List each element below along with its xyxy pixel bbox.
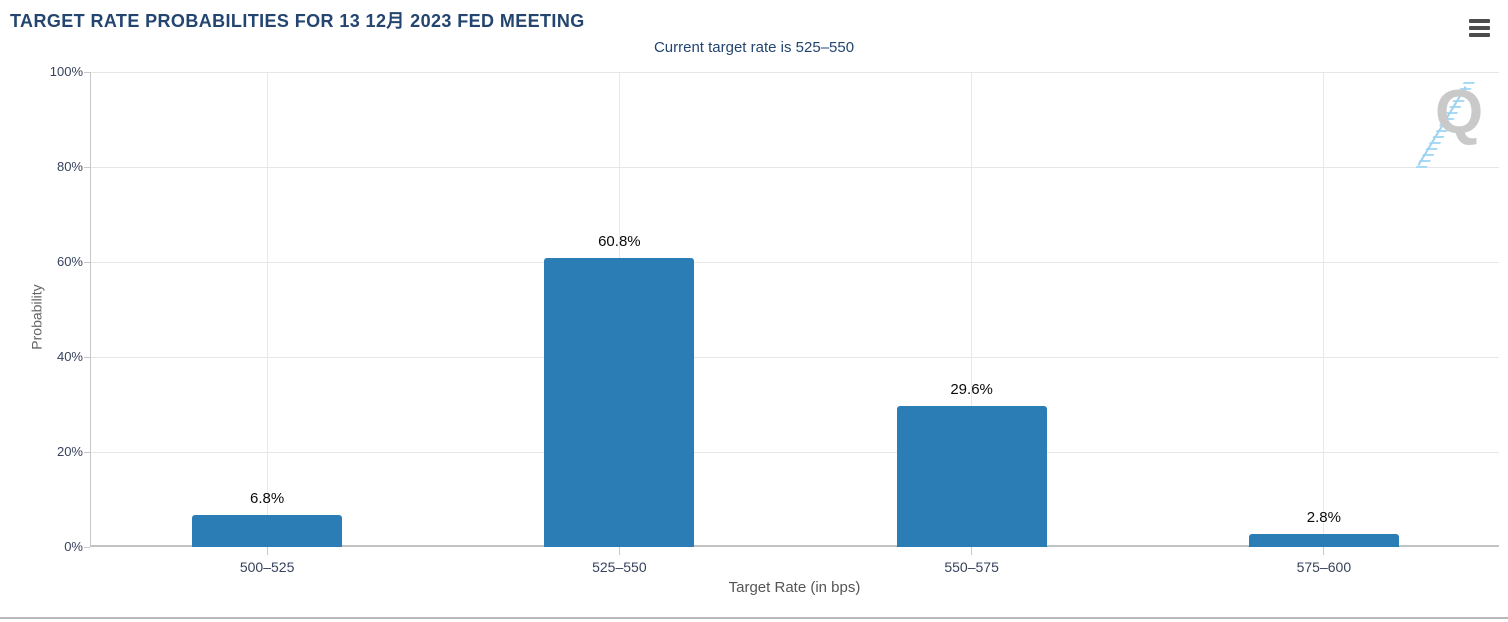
probability-bar[interactable]	[544, 258, 695, 547]
bar-value-label: 2.8%	[1306, 508, 1341, 526]
y-tick-label: 60%	[56, 254, 83, 269]
bar-value-label: 29.6%	[950, 381, 993, 399]
x-tick-mark	[971, 547, 973, 555]
hamburger-bar	[1469, 33, 1490, 37]
hamburger-bar	[1469, 26, 1490, 30]
x-axis-title: Target Rate (in bps)	[728, 579, 861, 596]
bottom-divider	[0, 617, 1508, 619]
y-gridline	[91, 262, 1499, 263]
bar-value-label: 6.8%	[250, 489, 285, 507]
chart-subtitle: Current target rate is 525–550	[653, 39, 855, 56]
hamburger-bar	[1469, 19, 1490, 23]
y-tick-mark	[84, 546, 90, 548]
y-gridline	[91, 357, 1499, 358]
y-tick-mark	[84, 261, 90, 263]
x-gridline	[266, 72, 268, 545]
y-gridline	[91, 72, 1499, 73]
bar-value-label: 60.8%	[598, 233, 641, 251]
x-tick-mark	[1323, 547, 1325, 555]
y-tick-label: 0%	[64, 539, 83, 554]
y-tick-label: 40%	[56, 349, 83, 364]
hamburger-icon[interactable]	[1469, 19, 1491, 38]
x-gridline	[1323, 72, 1325, 545]
x-tick-mark	[266, 547, 268, 555]
x-tick-label: 575–600	[1296, 559, 1352, 575]
y-axis-title: Probability	[28, 284, 45, 350]
chart-title: TARGET RATE PROBABILITIES FOR 13 12月 202…	[10, 11, 585, 31]
y-tick-label: 100%	[49, 64, 83, 79]
y-tick-mark	[84, 356, 90, 358]
x-tick-label: 550–575	[944, 559, 999, 575]
x-tick-label: 500–525	[239, 559, 295, 575]
probability-bar[interactable]	[896, 406, 1047, 547]
x-tick-mark	[618, 547, 620, 555]
x-tick-label: 525–550	[592, 559, 647, 575]
plot-area: 0% 20% 40% 60% 80% 100% 6.8% 500–525 60.8% 525–55…	[50, 64, 1499, 575]
y-gridline	[91, 167, 1499, 168]
y-tick-label: 20%	[56, 444, 83, 459]
y-tick-mark	[84, 166, 90, 168]
y-gridline	[91, 452, 1499, 453]
y-tick-mark	[84, 71, 90, 73]
probability-bar[interactable]	[1248, 533, 1399, 547]
x-gridline	[971, 72, 973, 545]
probability-bar[interactable]	[192, 514, 343, 547]
y-tick-mark	[84, 451, 90, 453]
y-tick-label: 80%	[56, 159, 83, 174]
